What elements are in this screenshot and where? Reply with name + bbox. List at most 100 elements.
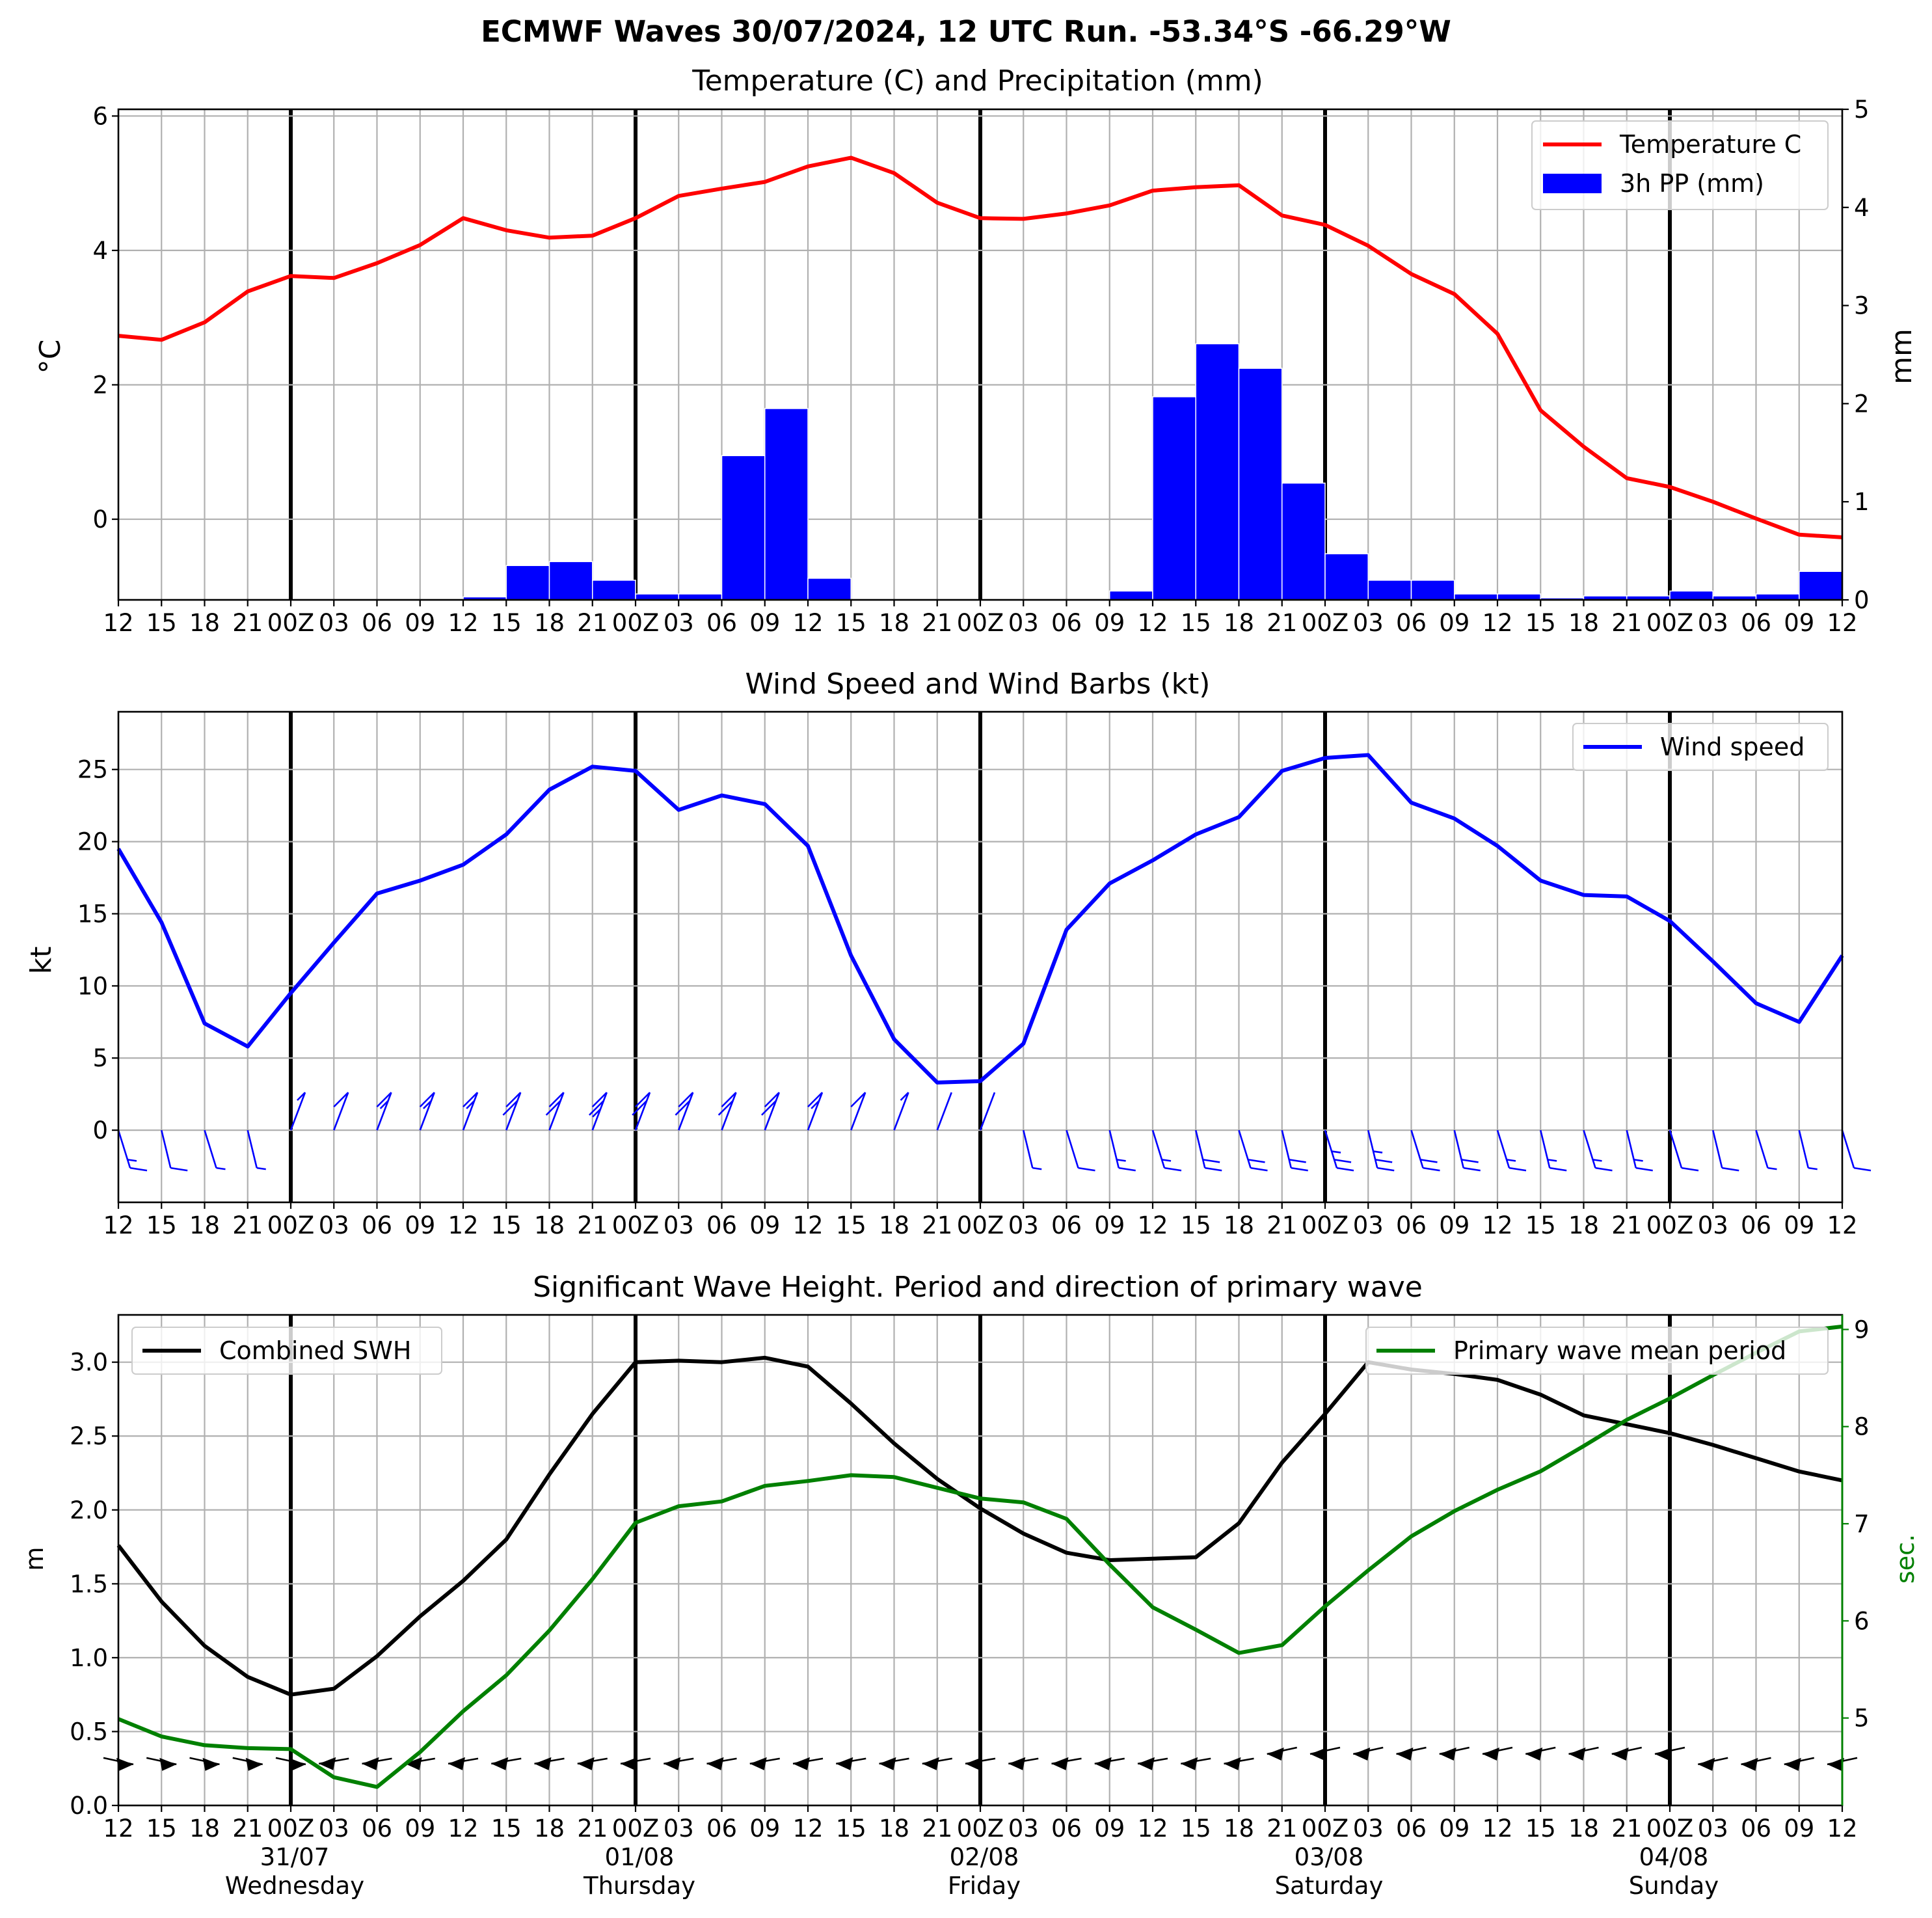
x-tick-label: 00Z	[267, 609, 314, 637]
x-tick-label: 03	[1698, 1211, 1728, 1239]
precip-bar	[1195, 343, 1240, 601]
x-tick-label: 00Z	[267, 1815, 314, 1843]
wave-direction-head	[362, 1757, 379, 1770]
x-tick-label: 18	[534, 609, 565, 637]
x-tick-label: 06	[706, 609, 737, 637]
x-tick-label: 09	[1784, 1211, 1814, 1239]
precip-bar	[1669, 590, 1713, 601]
x-tick-label: 18	[879, 609, 909, 637]
wind-barb-half-flag	[811, 1100, 820, 1109]
x-tick-label: 21	[1267, 1815, 1297, 1843]
x-tick-label: 21	[922, 609, 952, 637]
wind-barb-half-flag	[1161, 1159, 1172, 1162]
wave-direction-head	[1094, 1757, 1112, 1770]
x-tick-label: 06	[362, 1211, 392, 1239]
wind-barb-half-flag	[1331, 1150, 1341, 1154]
wave-direction-head	[405, 1757, 422, 1770]
wind-barb-flag	[1289, 1159, 1306, 1163]
precip-bar	[1410, 580, 1455, 601]
wind-barb-flag	[1164, 1167, 1182, 1172]
wave-grid	[117, 1315, 1844, 1807]
day-date-label: 04/08	[1639, 1843, 1709, 1871]
wave-direction-head	[1267, 1747, 1284, 1761]
x-tick-label: 03	[1698, 609, 1728, 637]
temperature-legend: Temperature C 3h PP (mm)	[1531, 120, 1829, 210]
x-tick-label: 09	[1784, 1815, 1814, 1843]
x-tick-label: 12	[103, 609, 133, 637]
y-tick-label: 0	[92, 506, 108, 534]
x-tick-label: 00Z	[957, 1815, 1004, 1843]
wind-barb-flag	[718, 1100, 734, 1116]
x-tick-label: 00Z	[957, 609, 1004, 637]
wind-barb-flag	[764, 1092, 780, 1108]
wind-barb-half-flag	[1506, 1159, 1516, 1162]
wind-barb-staff	[548, 1092, 565, 1131]
wave-direction-head	[1784, 1757, 1801, 1771]
x-tick-label: 03	[319, 609, 349, 637]
wind-barb-staff	[936, 1092, 952, 1131]
x-tick-label: 03	[1353, 609, 1384, 637]
x-tick-label: 00Z	[1646, 1211, 1693, 1239]
x-tick-label: 12	[1137, 1211, 1168, 1239]
wave-direction-head	[664, 1757, 681, 1770]
x-tick-label: 15	[491, 1211, 522, 1239]
x-tick-label: 03	[1353, 1815, 1384, 1843]
x-tick-label: 18	[1224, 609, 1254, 637]
wave-direction-head	[1181, 1757, 1198, 1770]
precip-bar	[1281, 482, 1326, 601]
wind-barb-half-flag	[1116, 1159, 1126, 1162]
y-tick-label: 20	[77, 828, 108, 856]
x-tick-label: 21	[1611, 609, 1642, 637]
x-tick-label: 15	[1181, 1815, 1211, 1843]
y2-tick-label: 0	[1854, 586, 1870, 614]
wind-barb-half-flag	[1767, 1167, 1777, 1170]
x-tick-label: 18	[879, 1815, 909, 1843]
wave-direction-head	[1138, 1757, 1155, 1770]
wind-barb-flag	[1423, 1167, 1440, 1172]
wind-panel: Wind Speed and Wind Barbs (kt) 0 5 10 15 20 2…	[25, 668, 1872, 1239]
wind-barb-staff	[1194, 1129, 1206, 1168]
x-tick-label: 03	[1698, 1815, 1728, 1843]
y-tick-label: 1.0	[70, 1644, 108, 1672]
x-tick-label: 09	[749, 1815, 780, 1843]
precip-bar	[764, 408, 809, 601]
precip-bar	[1799, 571, 1843, 601]
wind-barb-staff	[1238, 1129, 1252, 1168]
day-date-label: 01/08	[605, 1843, 675, 1871]
x-tick-label: 18	[189, 1815, 220, 1843]
x-tick-label: 06	[1396, 1211, 1427, 1239]
precip-bar	[548, 561, 593, 601]
x-tick-label: 00Z	[267, 1211, 314, 1239]
precip-bar	[592, 580, 636, 601]
x-tick-label: 18	[189, 609, 220, 637]
x-tick-label: 00Z	[1302, 1815, 1348, 1843]
y-tick-label: 0	[92, 1116, 108, 1144]
wind-barb-flag	[850, 1092, 866, 1108]
wave-direction-head	[1525, 1747, 1543, 1761]
x-tick-label: 21	[1611, 1211, 1642, 1239]
wind-barb-flag	[1205, 1167, 1222, 1172]
wind-barb-flag	[1334, 1159, 1352, 1163]
wind-barb-staff	[893, 1092, 909, 1131]
x-tick-label: 18	[1568, 1211, 1599, 1239]
wind-barb-half-flag	[592, 1108, 601, 1118]
x-tick-label: 09	[749, 609, 780, 637]
y2-tick-label: 9	[1854, 1316, 1870, 1344]
wind-barb-flag	[635, 1092, 651, 1108]
y2-tick-label: 4	[1854, 194, 1870, 222]
wind-barb-staff	[1539, 1129, 1551, 1168]
x-tick-label: 03	[664, 1211, 694, 1239]
legend-swh-label: Combined SWH	[219, 1336, 411, 1365]
y-tick-label: 0.0	[70, 1792, 108, 1820]
wind-barb-half-flag	[216, 1167, 226, 1170]
wave-direction-head	[793, 1757, 810, 1770]
precip-bar	[505, 565, 550, 601]
y-tick-label: 25	[77, 756, 108, 784]
wave-direction-head	[289, 1757, 306, 1771]
precip-bar	[1109, 590, 1153, 601]
x-tick-label: 21	[922, 1211, 952, 1239]
wind-barb-half-flag	[422, 1100, 432, 1109]
